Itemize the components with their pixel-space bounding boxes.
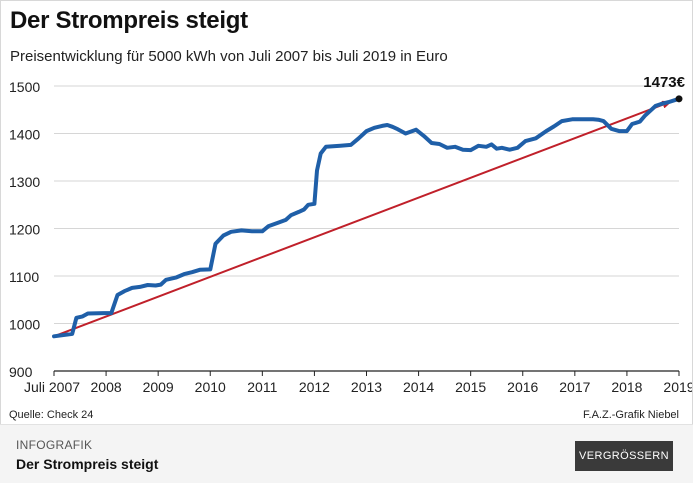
x-tick-label: 2015	[455, 379, 486, 395]
y-tick-label: 1400	[9, 127, 40, 143]
trend-arrow-layer	[53, 100, 673, 338]
footer-kicker: INFOGRAFIK	[16, 438, 93, 452]
footer-caption: Der Strompreis steigt	[16, 456, 159, 472]
x-tick-label: 2008	[91, 379, 122, 395]
x-tick-label: 2012	[299, 379, 330, 395]
endpoint-marker	[675, 95, 683, 103]
annotation-layer: 1473€	[643, 74, 686, 103]
x-tick-label: 2018	[611, 379, 642, 395]
y-tick-label: 1200	[9, 222, 40, 238]
y-axis-tick-labels: 900 1000 1100 1200 1300 1400 1500	[9, 79, 40, 380]
source-note: Quelle: Check 24	[9, 409, 94, 421]
x-tick-label: 2019	[663, 379, 692, 395]
enlarge-button[interactable]: VERGRÖSSERN	[575, 441, 673, 471]
endpoint-value-label: 1473€	[643, 74, 685, 91]
line-chart: 900 1000 1100 1200 1300 1400 1500 Juli 2007 200…	[9, 74, 692, 395]
y-tick-label: 1500	[9, 79, 40, 95]
x-tick-label: 2016	[507, 379, 538, 395]
trend-arrow	[53, 100, 673, 338]
x-tick-label: 2017	[559, 379, 590, 395]
y-tick-label: 1100	[9, 269, 39, 285]
x-tick-label: 2010	[195, 379, 226, 395]
x-axis-tick-labels: Juli 2007 2008 2009 2010 2011 2012 2013 2014 201…	[24, 371, 692, 395]
x-tick-label: 2014	[403, 379, 434, 395]
grid-lines	[54, 85, 679, 372]
chart-subtitle: Preisentwicklung für 5000 kWh von Juli 2…	[10, 48, 448, 65]
graphic-credit: F.A.Z.-Grafik Niebel	[583, 409, 679, 421]
y-tick-label: 1000	[9, 317, 40, 333]
price-series-line	[52, 96, 681, 339]
chart-title: Der Strompreis steigt	[10, 7, 248, 34]
y-tick-label: 900	[9, 364, 33, 380]
y-tick-label: 1300	[9, 174, 40, 190]
series-layer	[52, 96, 681, 339]
infographic-footer: INFOGRAFIK Der Strompreis steigt VERGRÖS…	[0, 424, 693, 483]
infographic-frame: Der Strompreis steigt Preisentwicklung f…	[0, 0, 693, 426]
x-tick-label: 2009	[143, 379, 174, 395]
x-tick-label: Juli 2007	[24, 379, 80, 395]
x-tick-label: 2013	[351, 379, 382, 395]
x-tick-label: 2011	[247, 379, 277, 395]
